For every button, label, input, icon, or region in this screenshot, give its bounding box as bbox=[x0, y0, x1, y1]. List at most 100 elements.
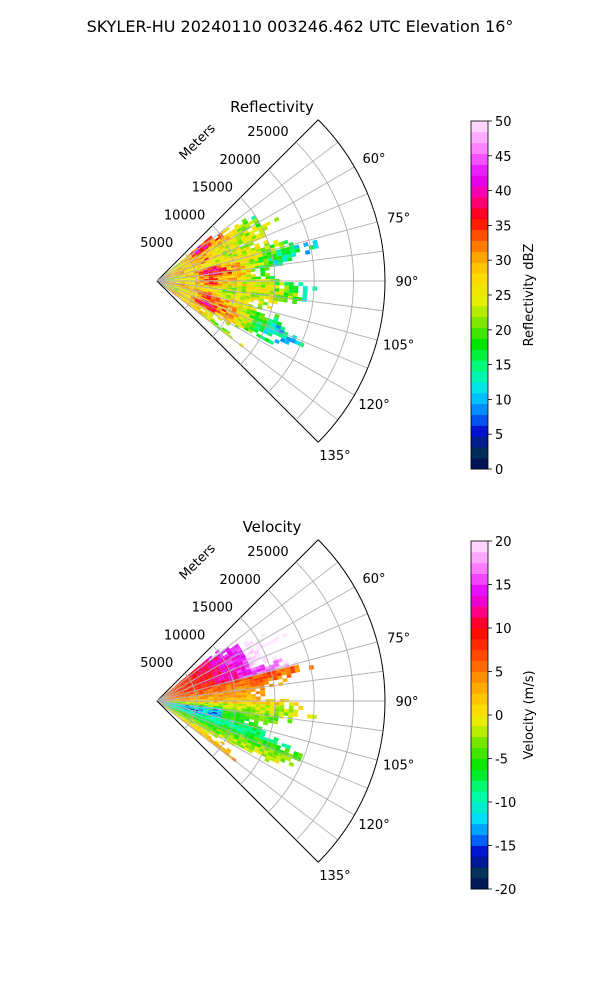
radar-gate bbox=[237, 671, 243, 676]
radar-gate bbox=[183, 709, 189, 713]
radar-gate bbox=[200, 241, 205, 246]
radar-gate bbox=[209, 238, 215, 243]
radar-gate bbox=[239, 297, 245, 301]
radar-gate bbox=[193, 690, 199, 693]
radar-gate bbox=[225, 247, 231, 251]
radar-gate bbox=[237, 277, 242, 280]
radar-gate bbox=[173, 269, 179, 273]
radar-gate bbox=[198, 689, 203, 692]
radar-gate bbox=[202, 293, 208, 297]
radar-gate bbox=[247, 739, 253, 745]
radar-gate bbox=[190, 262, 196, 266]
radar-gate bbox=[192, 267, 198, 270]
radar-gate bbox=[204, 277, 209, 279]
radar-gate bbox=[165, 703, 171, 706]
radar-gate bbox=[202, 688, 208, 691]
radar-gate bbox=[236, 236, 242, 242]
radar-gate bbox=[174, 706, 180, 710]
radar-gate bbox=[268, 339, 275, 346]
radar-gate bbox=[216, 714, 222, 717]
colorbar-tick-label: -5 bbox=[495, 753, 508, 768]
radar-gate bbox=[177, 291, 183, 295]
radar-gate bbox=[203, 675, 209, 680]
radar-gate bbox=[250, 312, 256, 317]
radar-gate bbox=[223, 701, 228, 704]
radar-gate bbox=[251, 284, 257, 288]
radar-gate bbox=[187, 721, 193, 726]
radar-gate bbox=[207, 289, 213, 292]
radar-gate bbox=[269, 710, 275, 715]
radar-gate bbox=[253, 719, 259, 724]
radar-gate bbox=[174, 273, 180, 276]
radar-gate bbox=[209, 300, 215, 304]
radar-gate bbox=[245, 689, 251, 693]
radar-gate bbox=[241, 270, 247, 273]
radar-gate bbox=[185, 253, 191, 258]
radar-gate bbox=[211, 713, 217, 716]
radar-gate bbox=[279, 708, 285, 713]
radar-gate bbox=[269, 664, 275, 669]
radar-gate bbox=[248, 650, 255, 655]
radar-gate bbox=[236, 740, 242, 745]
radar-gate bbox=[220, 683, 226, 687]
radar-gate bbox=[195, 718, 200, 722]
radar-gate bbox=[291, 300, 298, 305]
radar-gate bbox=[219, 665, 225, 670]
radar-gate bbox=[198, 302, 204, 307]
radar-gate bbox=[312, 239, 318, 245]
radar-gate bbox=[180, 703, 186, 705]
radar-gate bbox=[279, 288, 285, 293]
radar-gate bbox=[206, 672, 212, 676]
radar-gate bbox=[198, 256, 204, 260]
radar-gate bbox=[188, 271, 194, 274]
radar-gate bbox=[210, 729, 216, 734]
radar-gate bbox=[208, 245, 214, 250]
radar-gate bbox=[256, 225, 263, 231]
radar-gate bbox=[224, 719, 230, 724]
radar-gate bbox=[245, 730, 251, 735]
radar-gate bbox=[222, 706, 228, 710]
radar-gate bbox=[174, 286, 180, 289]
radar-gate bbox=[247, 647, 253, 653]
radar-gate bbox=[171, 265, 176, 270]
colorbar-segment bbox=[471, 218, 488, 231]
radar-gate bbox=[222, 277, 228, 280]
radar-gate bbox=[262, 672, 268, 677]
radar-gate bbox=[189, 277, 195, 279]
radar-gate bbox=[191, 715, 197, 719]
radar-gate bbox=[267, 738, 274, 743]
radar-gate bbox=[223, 233, 229, 238]
radar-gate bbox=[287, 719, 293, 724]
panel-title: Velocity bbox=[243, 518, 302, 536]
radar-gate bbox=[168, 270, 173, 274]
radar-gate bbox=[213, 695, 219, 698]
radar-gate bbox=[175, 263, 181, 268]
radar-gate bbox=[259, 715, 265, 719]
radar-gate bbox=[253, 677, 259, 682]
radar-gate bbox=[177, 711, 183, 715]
radar-gate bbox=[177, 292, 182, 296]
radar-gate bbox=[227, 252, 233, 257]
radar-gate bbox=[224, 678, 230, 682]
radar-gate bbox=[190, 252, 196, 257]
radar-gate bbox=[189, 699, 195, 701]
range-axis-label: Meters bbox=[177, 121, 219, 163]
radar-gate bbox=[199, 668, 204, 672]
radar-gate bbox=[215, 681, 221, 685]
radar-gate bbox=[270, 701, 275, 706]
radar-gate bbox=[201, 295, 207, 299]
radar-gate bbox=[255, 311, 261, 316]
radar-gate bbox=[251, 727, 258, 732]
radar-gate bbox=[194, 719, 200, 723]
radar-gate bbox=[220, 718, 226, 722]
radar-gate bbox=[252, 647, 259, 653]
radar-gate bbox=[240, 311, 246, 316]
radar-gate bbox=[228, 736, 234, 741]
range-tick-label: 15000 bbox=[192, 601, 233, 616]
radar-gate bbox=[205, 298, 211, 302]
radar-gate bbox=[205, 661, 211, 666]
radar-gate bbox=[227, 738, 233, 743]
radar-gate bbox=[212, 690, 218, 693]
radar-gate bbox=[260, 273, 266, 277]
radar-gate bbox=[188, 711, 193, 714]
